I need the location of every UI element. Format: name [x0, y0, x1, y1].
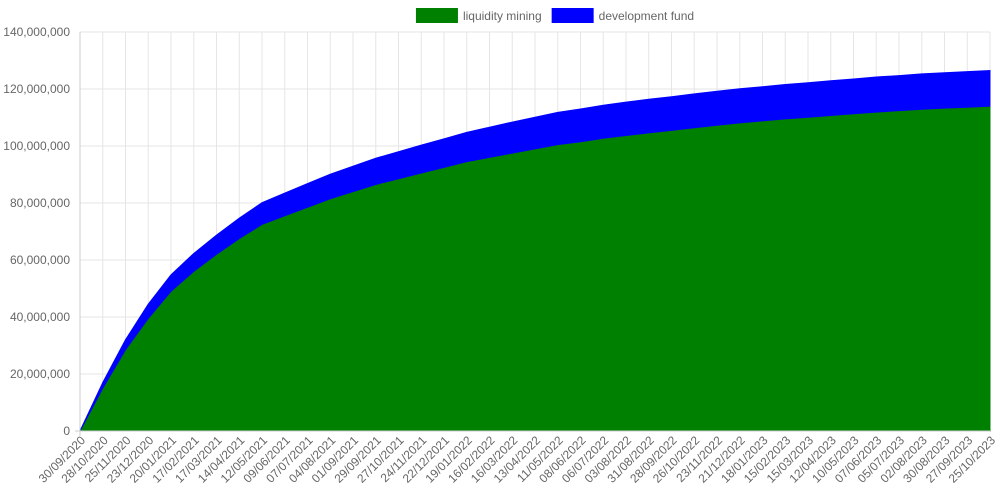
area-series-development-fund	[79, 69, 991, 432]
y-tick-label: 60,000,000	[10, 253, 70, 267]
areas	[79, 69, 991, 432]
y-tick-label: 100,000,000	[3, 139, 70, 153]
legend-swatch	[415, 8, 458, 23]
legend-label: liquidity mining	[463, 9, 542, 23]
legend-item-development-fund[interactable]: development fund	[551, 8, 694, 23]
x-axis-ticks: 30/09/202028/10/202025/11/202023/12/2020…	[36, 433, 999, 486]
axes	[75, 32, 990, 436]
legend-item-liquidity-mining[interactable]: liquidity mining	[415, 8, 542, 23]
y-tick-label: 80,000,000	[10, 196, 70, 210]
y-tick-label: 0	[63, 424, 70, 438]
legend: liquidity mining development fund	[415, 8, 694, 23]
y-tick-label: 20,000,000	[10, 367, 70, 381]
y-tick-label: 140,000,000	[3, 25, 70, 39]
legend-label: development fund	[599, 9, 694, 23]
y-axis-ticks: 0 20,000,000 40,000,000 60,000,000 80,000,00…	[3, 25, 70, 438]
y-tick-label: 40,000,000	[10, 310, 70, 324]
y-tick-label: 120,000,000	[3, 82, 70, 96]
legend-swatch	[551, 8, 594, 23]
